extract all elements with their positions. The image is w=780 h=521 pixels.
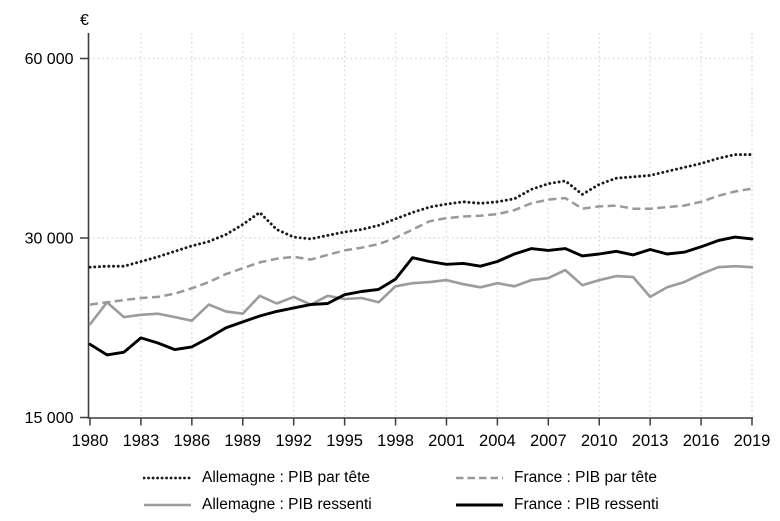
x-tick-label: 2004 (479, 432, 516, 450)
legend-label: France : PIB par tête (514, 469, 658, 486)
x-tick-label: 1992 (275, 432, 312, 450)
y-tick-label: 15 000 (25, 410, 74, 427)
y-axis-unit-label: € (80, 12, 89, 29)
legend-label: Allemagne : PIB ressenti (202, 496, 372, 513)
x-tick-label: 2001 (428, 432, 465, 450)
legend-swatch-dotted-line-icon (143, 476, 192, 480)
legend-swatch-black-line-icon (456, 503, 503, 507)
x-tick-label: 1983 (123, 432, 160, 450)
y-tick-label: 60 000 (25, 51, 74, 68)
x-tick-label: 1980 (72, 432, 109, 450)
series-line-allemagne-pib-ressenti (88, 264, 754, 326)
legend-swatch-dashed-line-icon (456, 476, 503, 480)
legend-swatch-gray-line-icon (144, 503, 191, 507)
series-line-france-pib-ressenti (88, 235, 754, 357)
series-line-allemagne-pib-par-tete (88, 153, 754, 269)
x-tick-label: 1998 (377, 432, 414, 450)
x-tick-label: 1989 (224, 432, 261, 450)
legend-item-allemagne-pib-par-tete: Allemagne : PIB par tête (143, 468, 370, 488)
legend-item-france-pib-par-tete: France : PIB par tête (455, 468, 657, 488)
x-tick-label: 2007 (530, 432, 567, 450)
legend-item-france-pib-ressenti: France : PIB ressenti (455, 495, 659, 515)
x-tick-label: 2010 (581, 432, 618, 450)
x-tick-label: 1986 (173, 432, 210, 450)
series-line-france-pib-par-tete (89, 187, 753, 306)
x-tick-label: 1995 (326, 432, 363, 450)
legend-label: Allemagne : PIB par tête (202, 469, 371, 486)
x-tick-label: 2016 (683, 432, 720, 450)
y-tick-label: 30 000 (25, 231, 74, 248)
legend-item-allemagne-pib-ressenti: Allemagne : PIB ressenti (143, 495, 372, 515)
legend-label: France : PIB ressenti (514, 496, 659, 513)
x-tick-label: 2013 (632, 432, 669, 450)
x-tick-label: 2019 (734, 432, 771, 450)
